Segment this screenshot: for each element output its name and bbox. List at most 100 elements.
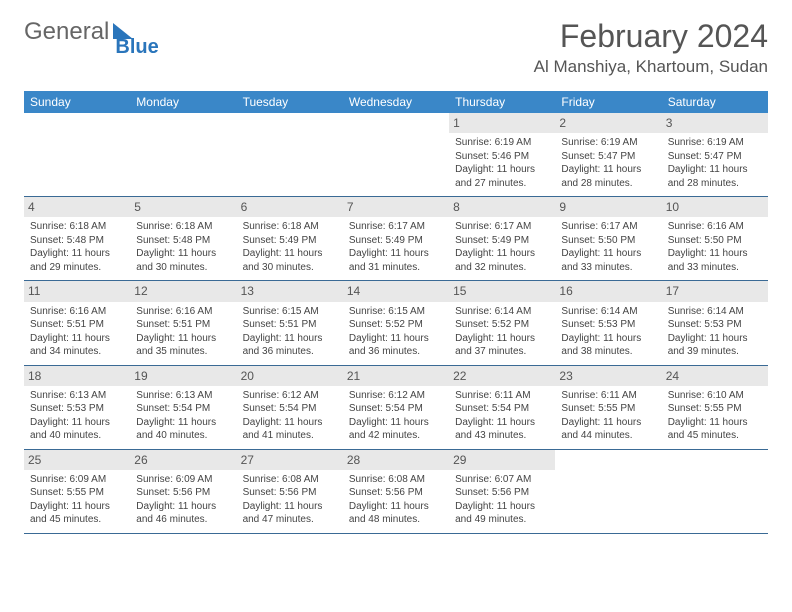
- daylight-text: Daylight: 11 hours and 35 minutes.: [136, 332, 230, 359]
- daylight-text: Daylight: 11 hours and 49 minutes.: [455, 500, 549, 527]
- sunrise-text: Sunrise: 6:18 AM: [243, 220, 337, 234]
- day-number: 17: [662, 281, 768, 301]
- daylight-text: Daylight: 11 hours and 30 minutes.: [136, 247, 230, 274]
- sunset-text: Sunset: 5:54 PM: [243, 402, 337, 416]
- sunset-text: Sunset: 5:54 PM: [136, 402, 230, 416]
- sunset-text: Sunset: 5:56 PM: [136, 486, 230, 500]
- day-header: Sunday: [24, 91, 130, 113]
- sunrise-text: Sunrise: 6:19 AM: [561, 136, 655, 150]
- day-number: 6: [237, 197, 343, 217]
- day-number: 27: [237, 450, 343, 470]
- daylight-text: Daylight: 11 hours and 43 minutes.: [455, 416, 549, 443]
- sunrise-text: Sunrise: 6:14 AM: [455, 305, 549, 319]
- logo-text-2: Blue: [115, 36, 158, 59]
- day-header: Wednesday: [343, 91, 449, 113]
- day-number: 25: [24, 450, 130, 470]
- sunset-text: Sunset: 5:49 PM: [243, 234, 337, 248]
- day-number: 28: [343, 450, 449, 470]
- daylight-text: Daylight: 11 hours and 31 minutes.: [349, 247, 443, 274]
- calendar-row: 4 Sunrise: 6:18 AM Sunset: 5:48 PM Daylight…: [24, 197, 768, 281]
- daylight-text: Daylight: 11 hours and 27 minutes.: [455, 163, 549, 190]
- logo-text-1: General: [24, 18, 109, 46]
- sunset-text: Sunset: 5:53 PM: [668, 318, 762, 332]
- daylight-text: Daylight: 11 hours and 42 minutes.: [349, 416, 443, 443]
- sunset-text: Sunset: 5:51 PM: [243, 318, 337, 332]
- day-number: 4: [24, 197, 130, 217]
- day-number: 12: [130, 281, 236, 301]
- sunrise-text: Sunrise: 6:17 AM: [561, 220, 655, 234]
- sunset-text: Sunset: 5:55 PM: [30, 486, 124, 500]
- calendar-cell: [130, 113, 236, 197]
- calendar-cell: 19 Sunrise: 6:13 AMSunset: 5:54 PMDayligh…: [130, 365, 236, 449]
- day-number: 23: [555, 366, 661, 386]
- day-header: Tuesday: [237, 91, 343, 113]
- calendar-cell: 6Sunrise: 6:18 AMSunset: 5:49 PMDaylight…: [237, 197, 343, 281]
- daylight-text: Daylight: 11 hours and 40 minutes.: [136, 416, 230, 443]
- calendar-cell: 3Sunrise: 6:19 AMSunset: 5:47 PMDaylight…: [662, 113, 768, 197]
- sunset-text: Sunset: 5:51 PM: [30, 318, 124, 332]
- sunset-text: Sunset: 5:49 PM: [349, 234, 443, 248]
- day-number: 29: [449, 450, 555, 470]
- day-number: 2: [555, 113, 661, 133]
- calendar-cell: 26Sunrise: 6:09 AMSunset: 5:56 PMDayligh…: [130, 449, 236, 533]
- calendar-cell: 7 Sunrise: 6:17 AMSunset: 5:49 PMDaylight…: [343, 197, 449, 281]
- calendar-cell: 13Sunrise: 6:15 AMSunset: 5:51 PMDayligh…: [237, 281, 343, 365]
- sunrise-text: Sunrise: 6:07 AM: [455, 473, 549, 487]
- day-number: 20: [237, 366, 343, 386]
- sunrise-text: Sunrise: 6:12 AM: [243, 389, 337, 403]
- daylight-text: Daylight: 11 hours and 46 minutes.: [136, 500, 230, 527]
- calendar-cell: 18Sunrise: 6:13 AMSunset: 5:53 PMDayligh…: [24, 365, 130, 449]
- calendar-cell: 9Sunrise: 6:17 AMSunset: 5:50 PMDaylight…: [555, 197, 661, 281]
- calendar-cell: 24Sunrise: 6:10 AMSunset: 5:55 PMDayligh…: [662, 365, 768, 449]
- daylight-text: Daylight: 11 hours and 36 minutes.: [349, 332, 443, 359]
- day-number: 1: [449, 113, 555, 133]
- day-number: 14: [343, 281, 449, 301]
- calendar-cell: [24, 113, 130, 197]
- calendar-cell: 8Sunrise: 6:17 AMSunset: 5:49 PMDaylight…: [449, 197, 555, 281]
- sunset-text: Sunset: 5:50 PM: [668, 234, 762, 248]
- day-number: 11: [24, 281, 130, 301]
- daylight-text: Daylight: 11 hours and 38 minutes.: [561, 332, 655, 359]
- calendar-cell: [237, 113, 343, 197]
- day-number: 26: [130, 450, 236, 470]
- day-number: 15: [449, 281, 555, 301]
- calendar-cell: 17Sunrise: 6:14 AMSunset: 5:53 PMDayligh…: [662, 281, 768, 365]
- sunrise-text: Sunrise: 6:08 AM: [349, 473, 443, 487]
- day-number: 18: [24, 366, 130, 386]
- logo: General Blue: [24, 18, 179, 46]
- sunset-text: Sunset: 5:48 PM: [30, 234, 124, 248]
- daylight-text: Daylight: 11 hours and 45 minutes.: [668, 416, 762, 443]
- calendar-cell: 10Sunrise: 6:16 AMSunset: 5:50 PMDayligh…: [662, 197, 768, 281]
- sunset-text: Sunset: 5:52 PM: [455, 318, 549, 332]
- calendar-body: 1Sunrise: 6:19 AMSunset: 5:46 PMDaylight…: [24, 113, 768, 533]
- sunset-text: Sunset: 5:54 PM: [349, 402, 443, 416]
- calendar-cell: 28Sunrise: 6:08 AMSunset: 5:56 PMDayligh…: [343, 449, 449, 533]
- daylight-text: Daylight: 11 hours and 34 minutes.: [30, 332, 124, 359]
- sunrise-text: Sunrise: 6:15 AM: [349, 305, 443, 319]
- day-number: 7: [343, 197, 449, 217]
- sunrise-text: Sunrise: 6:12 AM: [349, 389, 443, 403]
- daylight-text: Daylight: 11 hours and 32 minutes.: [455, 247, 549, 274]
- daylight-text: Daylight: 11 hours and 33 minutes.: [668, 247, 762, 274]
- day-number: 21: [343, 366, 449, 386]
- sunrise-text: Sunrise: 6:17 AM: [349, 220, 443, 234]
- calendar-row: 18Sunrise: 6:13 AMSunset: 5:53 PMDayligh…: [24, 365, 768, 449]
- calendar-table: SundayMondayTuesdayWednesdayThursdayFrid…: [24, 91, 768, 534]
- sunset-text: Sunset: 5:55 PM: [668, 402, 762, 416]
- sunrise-text: Sunrise: 6:09 AM: [30, 473, 124, 487]
- calendar-cell: 22Sunrise: 6:11 AMSunset: 5:54 PMDayligh…: [449, 365, 555, 449]
- sunrise-text: Sunrise: 6:16 AM: [668, 220, 762, 234]
- daylight-text: Daylight: 11 hours and 36 minutes.: [243, 332, 337, 359]
- sunrise-text: Sunrise: 6:17 AM: [455, 220, 549, 234]
- title-block: February 2024 Al Manshiya, Khartoum, Sud…: [534, 18, 768, 77]
- calendar-cell: [555, 449, 661, 533]
- daylight-text: Daylight: 11 hours and 41 minutes.: [243, 416, 337, 443]
- sunset-text: Sunset: 5:52 PM: [349, 318, 443, 332]
- day-number: 13: [237, 281, 343, 301]
- sunrise-text: Sunrise: 6:13 AM: [136, 389, 230, 403]
- month-title: February 2024: [534, 18, 768, 55]
- day-number: 19: [130, 366, 236, 386]
- sunset-text: Sunset: 5:56 PM: [349, 486, 443, 500]
- daylight-text: Daylight: 11 hours and 28 minutes.: [561, 163, 655, 190]
- day-header: Thursday: [449, 91, 555, 113]
